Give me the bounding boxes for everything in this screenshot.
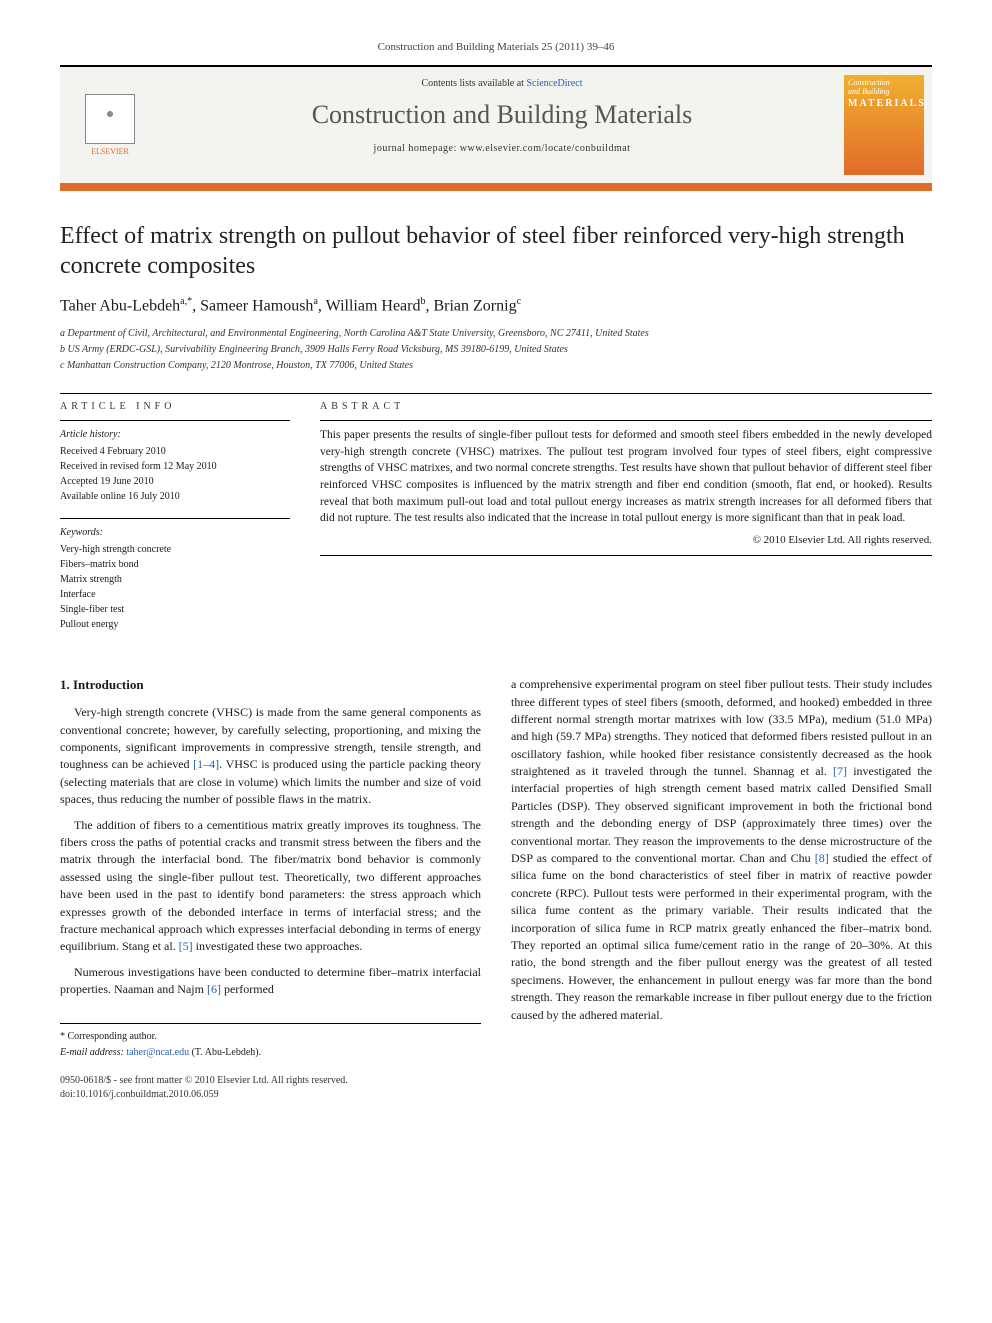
keyword: Very-high strength concrete (60, 542, 290, 557)
body-paragraph: The addition of fibers to a cementitious… (60, 817, 481, 956)
divider (320, 420, 932, 421)
publisher-label: ELSEVIER (91, 146, 129, 157)
footer-meta: 0950-0618/$ - see front matter © 2010 El… (60, 1074, 481, 1102)
article-title: Effect of matrix strength on pullout beh… (60, 221, 932, 281)
elsevier-logo[interactable]: ELSEVIER (60, 67, 160, 183)
corresponding-email-name: (T. Abu-Lebdeh). (189, 1047, 261, 1058)
abstract-text: This paper presents the results of singl… (320, 427, 932, 527)
orange-divider-bar (60, 185, 932, 191)
contents-available-line: Contents lists available at ScienceDirec… (160, 77, 844, 91)
abstract-heading: ABSTRACT (320, 400, 932, 414)
body-two-columns: 1. Introduction Very-high strength concr… (60, 676, 932, 1101)
history-online: Available online 16 July 2010 (60, 489, 290, 504)
corresponding-label: * Corresponding author. (60, 1030, 481, 1044)
issn-line: 0950-0618/$ - see front matter © 2010 El… (60, 1074, 481, 1088)
body-paragraph: a comprehensive experimental program on … (511, 676, 932, 1024)
section-heading-introduction: 1. Introduction (60, 676, 481, 694)
history-accepted: Accepted 19 June 2010 (60, 474, 290, 489)
keyword: Pullout energy (60, 617, 290, 632)
affiliation-b: b US Army (ERDC-GSL), Survivability Engi… (60, 342, 932, 357)
keyword: Interface (60, 587, 290, 602)
body-right-column: a comprehensive experimental program on … (511, 676, 932, 1101)
history-revised: Received in revised form 12 May 2010 (60, 459, 290, 474)
keyword: Fibers–matrix bond (60, 557, 290, 572)
history-received: Received 4 February 2010 (60, 444, 290, 459)
cover-line2: and Building (848, 88, 920, 97)
elsevier-tree-icon (85, 94, 135, 144)
history-label: Article history: (60, 427, 290, 442)
journal-cover-thumbnail[interactable]: Construction and Building MATERIALS (844, 75, 924, 175)
author-2[interactable]: Sameer Hamoush (200, 298, 313, 315)
keywords-block: Keywords: Very-high strength concrete Fi… (60, 525, 290, 632)
divider (320, 555, 932, 556)
journal-homepage: journal homepage: www.elsevier.com/locat… (160, 142, 844, 156)
journal-name: Construction and Building Materials (160, 97, 844, 133)
corresponding-email-link[interactable]: taher@ncat.edu (126, 1047, 189, 1058)
journal-header: ELSEVIER Contents lists available at Sci… (60, 65, 932, 185)
author-1-affil: a,* (180, 296, 192, 307)
affiliation-a: a Department of Civil, Architectural, an… (60, 326, 932, 341)
divider (60, 420, 290, 421)
body-paragraph: Numerous investigations have been conduc… (60, 964, 481, 999)
article-info-heading: ARTICLE INFO (60, 400, 290, 414)
author-4[interactable]: Brian Zornig (433, 298, 516, 315)
keyword: Matrix strength (60, 572, 290, 587)
author-2-affil: a (313, 296, 317, 307)
author-3[interactable]: William Heard (326, 298, 421, 315)
keywords-label: Keywords: (60, 525, 290, 540)
doi-line: doi:10.1016/j.conbuildmat.2010.06.059 (60, 1088, 481, 1102)
author-4-affil: c (517, 296, 521, 307)
author-1[interactable]: Taher Abu-Lebdeh (60, 298, 180, 315)
divider (60, 518, 290, 519)
keyword: Single-fiber test (60, 602, 290, 617)
article-history-block: Article history: Received 4 February 201… (60, 427, 290, 504)
affiliations-block: a Department of Civil, Architectural, an… (60, 326, 932, 373)
affiliation-c: c Manhattan Construction Company, 2120 M… (60, 358, 932, 373)
author-3-affil: b (420, 296, 425, 307)
body-left-column: 1. Introduction Very-high strength concr… (60, 676, 481, 1101)
divider (60, 393, 932, 394)
email-label: E-mail address: (60, 1047, 126, 1058)
authors-line: Taher Abu-Lebdeha,*, Sameer Hamousha, Wi… (60, 295, 932, 318)
body-paragraph: Very-high strength concrete (VHSC) is ma… (60, 704, 481, 808)
homepage-prefix: journal homepage: (374, 143, 460, 154)
journal-reference: Construction and Building Materials 25 (… (60, 40, 932, 55)
corresponding-author-block: * Corresponding author. E-mail address: … (60, 1023, 481, 1060)
abstract-copyright: © 2010 Elsevier Ltd. All rights reserved… (320, 533, 932, 548)
homepage-url[interactable]: www.elsevier.com/locate/conbuildmat (460, 143, 631, 154)
cover-line3: MATERIALS (848, 97, 920, 111)
sciencedirect-link[interactable]: ScienceDirect (526, 78, 582, 89)
contents-prefix: Contents lists available at (421, 78, 526, 89)
